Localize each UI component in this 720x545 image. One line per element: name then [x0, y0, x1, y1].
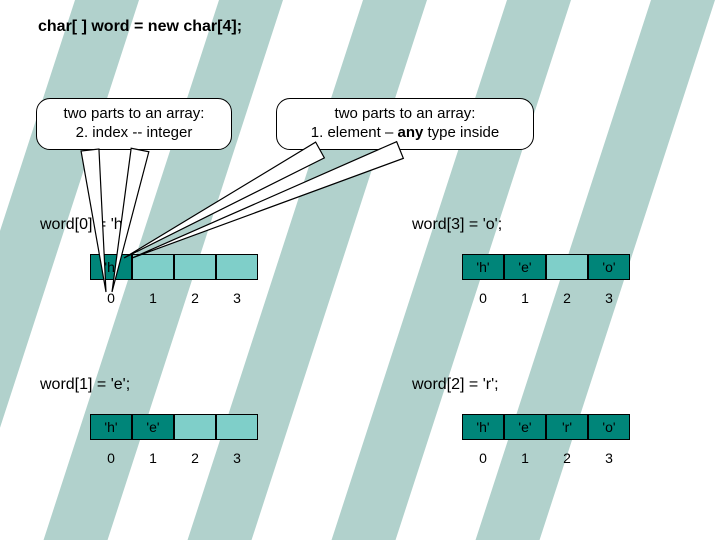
array-cell: 'o': [588, 254, 630, 280]
callout-element-line2: 1. element – any type inside: [289, 124, 521, 143]
array-cell: 'h': [90, 414, 132, 440]
array-index: 3: [216, 440, 258, 466]
array-index: 0: [462, 280, 504, 306]
array-cell: 'e': [132, 414, 174, 440]
array-indices: 0123: [90, 440, 258, 466]
array-index: 2: [546, 280, 588, 306]
array-index: 3: [216, 280, 258, 306]
callout-index: two parts to an array: 2. index -- integ…: [36, 98, 232, 150]
array-index: 0: [90, 280, 132, 306]
array-index: 2: [546, 440, 588, 466]
stmt-word2: word[2] = 'r';: [412, 376, 499, 394]
array-cell: [216, 414, 258, 440]
array-cell: 'e': [504, 414, 546, 440]
array-indices: 0123: [462, 440, 630, 466]
array-index: 3: [588, 280, 630, 306]
array-cell: 'o': [588, 414, 630, 440]
stmt-word0: word[0] = 'h';: [40, 216, 130, 234]
array-index: 1: [504, 280, 546, 306]
array-cell: [174, 414, 216, 440]
array-step3: 'h''e''o'0123: [462, 254, 630, 306]
array-index: 1: [504, 440, 546, 466]
array-index: 0: [462, 440, 504, 466]
callout-element-post: type inside: [423, 124, 499, 141]
array-cell: [546, 254, 588, 280]
array-cell: 'h': [462, 414, 504, 440]
array-indices: 0123: [90, 280, 258, 306]
array-step1: 'h''e'0123: [90, 414, 258, 466]
array-index: 2: [174, 280, 216, 306]
array-index: 3: [588, 440, 630, 466]
callout-index-line2: 2. index -- integer: [49, 124, 219, 143]
array-cell: [174, 254, 216, 280]
array-index: 1: [132, 280, 174, 306]
callout-element-bold: any: [397, 124, 423, 141]
callout-element-line1: two parts to an array:: [289, 105, 521, 124]
array-index: 0: [90, 440, 132, 466]
stmt-word3: word[3] = 'o';: [412, 216, 502, 234]
array-cell: 'h': [462, 254, 504, 280]
array-index: 2: [174, 440, 216, 466]
array-cells: 'h''e''r''o': [462, 414, 630, 440]
stmt-word1: word[1] = 'e';: [40, 376, 130, 394]
array-index: 1: [132, 440, 174, 466]
array-indices: 0123: [462, 280, 630, 306]
callout-element: two parts to an array: 1. element – any …: [276, 98, 534, 150]
array-cells: 'h': [90, 254, 258, 280]
array-cells: 'h''e' 'o': [462, 254, 630, 280]
array-cells: 'h''e': [90, 414, 258, 440]
callout-element-pre: 1. element –: [311, 124, 398, 141]
array-cell: [132, 254, 174, 280]
content-layer: char[ ] word = new char[4]; two parts to…: [0, 0, 720, 540]
code-title: char[ ] word = new char[4];: [38, 18, 242, 36]
array-cell: [216, 254, 258, 280]
callout-index-line1: two parts to an array:: [49, 105, 219, 124]
array-cell: 'h': [90, 254, 132, 280]
array-step2: 'h''e''r''o'0123: [462, 414, 630, 466]
array-step0: 'h'0123: [90, 254, 258, 306]
array-cell: 'r': [546, 414, 588, 440]
array-cell: 'e': [504, 254, 546, 280]
